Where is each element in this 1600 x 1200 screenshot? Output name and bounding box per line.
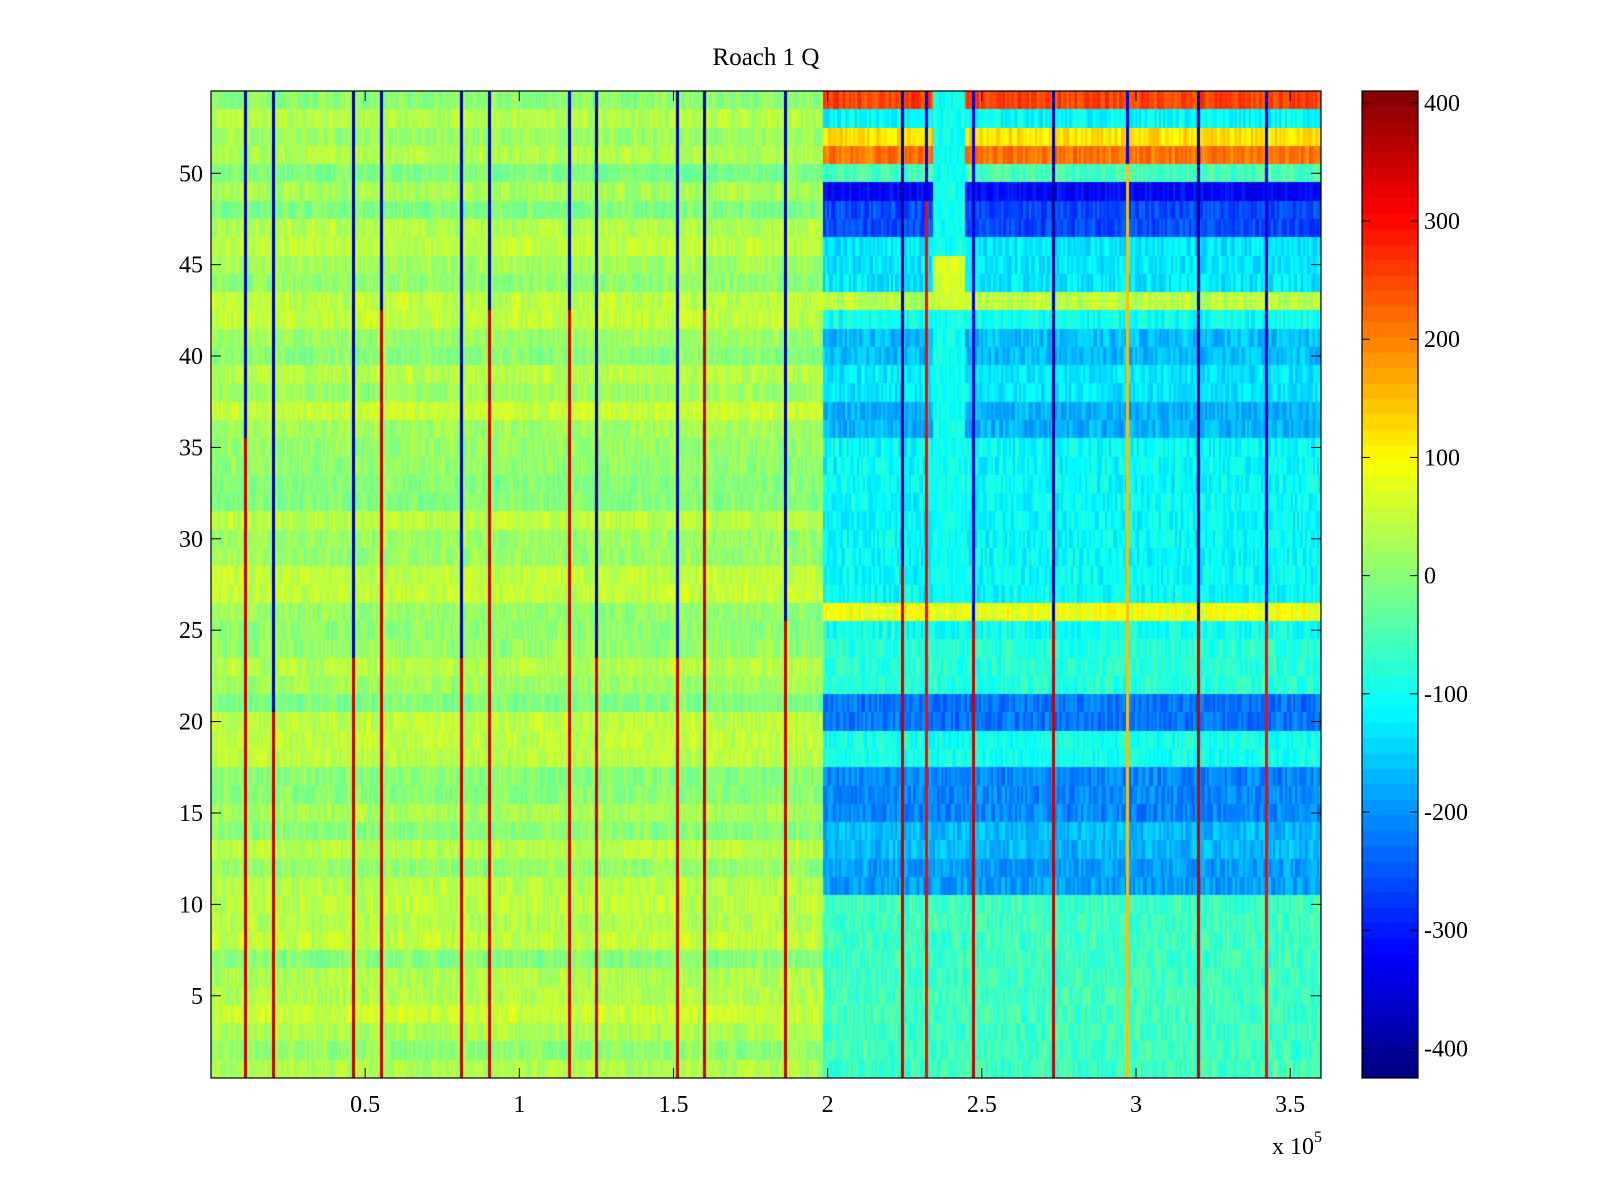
x-axis: 0.5 1 1.5 2 2.5 3 3.5 [350,91,1305,1118]
x-tick-label: 1.5 [659,1092,689,1118]
colorbar-tick-label: 400 [1424,91,1460,117]
x-tick-label: 2 [822,1092,834,1118]
colorbar-tick-label: 0 [1424,564,1436,590]
y-tick-label: 5 [191,984,203,1010]
y-tick-label: 10 [179,892,203,918]
y-tick-label: 30 [179,527,203,553]
colorbar-tick-label: 200 [1424,327,1460,353]
y-tick-label: 15 [179,801,203,827]
x-tick-label: 2.5 [967,1092,997,1118]
x-tick-label: 3 [1130,1092,1142,1118]
y-tick-label: 20 [179,710,203,736]
colorbar-tick-label: -300 [1424,918,1468,944]
x-tick-label: 0.5 [350,1092,380,1118]
y-tick-label: 25 [179,618,203,644]
heatmap-image [211,91,1321,1078]
x-tick-label: 3.5 [1275,1092,1305,1118]
y-tick-label: 35 [179,435,203,461]
colorbar-frame [1361,90,1419,1079]
colorbar-tick-label: -100 [1424,682,1468,708]
y-tick-label: 50 [179,161,203,187]
colorbar-tick-label: -400 [1424,1036,1468,1062]
colorbar-axis: 400 300 200 100 0 -100 -200 -300 -400 [1362,91,1468,1062]
x-multiplier-label: x 105 [1272,1129,1322,1160]
y-tick-label: 45 [179,253,203,279]
chart-title: Roach 1 Q [713,44,820,71]
colorbar-gradient [1362,91,1418,1078]
heatmap-axes-frame [210,90,1322,1079]
colorbar-tick-label: -200 [1424,800,1468,826]
y-tick-label: 40 [179,344,203,370]
colorbar-tick-label: 100 [1424,445,1460,471]
colorbar-tick-label: 300 [1424,209,1460,235]
y-axis: 5 10 15 20 25 30 35 40 45 50 [179,161,1321,1010]
x-tick-label: 1 [513,1092,525,1118]
